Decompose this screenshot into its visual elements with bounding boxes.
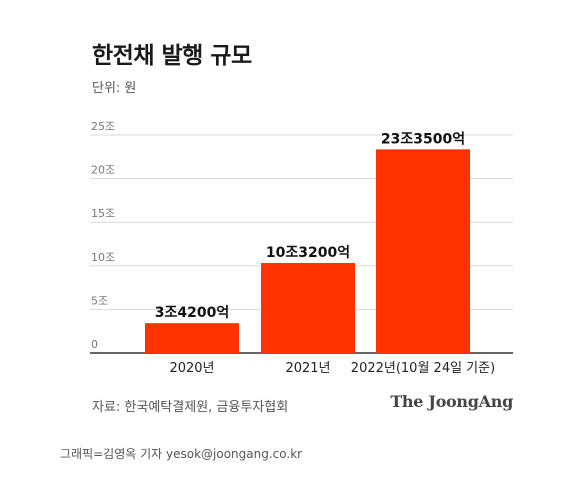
chart-title: 한전채 발행 규모	[92, 43, 252, 69]
source-note: 자료: 한국예탁결제원, 금융투자협회	[92, 400, 289, 415]
x-tick-label: 2021년	[285, 361, 330, 376]
x-tick-label: 2022년(10월 24일 기준)	[351, 361, 495, 376]
bar	[261, 263, 355, 353]
y-tick-label: 25조	[91, 120, 115, 133]
y-tick-label: 10조	[91, 251, 115, 264]
data-label: 3조4200억	[155, 305, 229, 321]
bar	[145, 323, 239, 353]
unit-label: 단위: 원	[92, 81, 137, 96]
x-tick-label: 2020년	[169, 361, 214, 376]
bar	[376, 149, 470, 353]
y-tick-label: 0	[91, 338, 98, 351]
graphic-credit: 그래픽=김영옥 기자 yesok@joongang.co.kr	[60, 447, 303, 461]
y-tick-label: 15조	[91, 207, 115, 220]
data-label: 23조3500억	[381, 131, 465, 147]
y-tick-label: 20조	[91, 164, 115, 177]
brand-logo: The JoongAng	[390, 392, 513, 411]
y-tick-label: 5조	[91, 294, 108, 307]
data-label: 10조3200억	[266, 245, 350, 261]
